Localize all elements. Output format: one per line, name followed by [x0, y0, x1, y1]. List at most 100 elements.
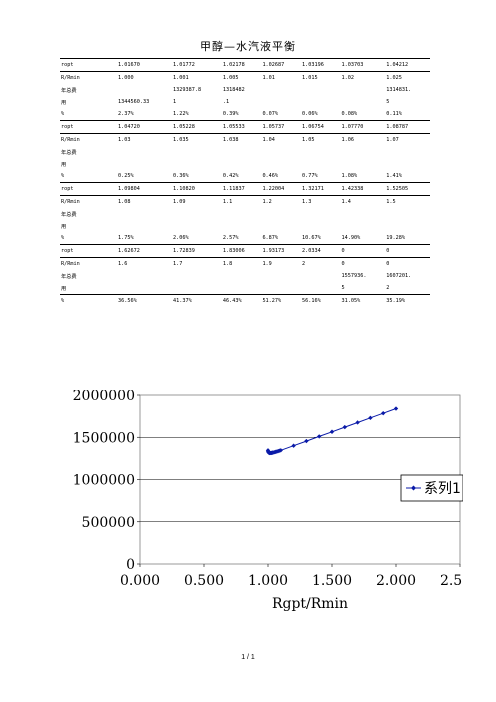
line-chart: 0 500000 1000000 1500000 2000000 0.000 0.500 1.…	[73, 388, 480, 612]
table-cell: 1.000	[117, 71, 173, 84]
table-cell: 1	[173, 99, 177, 105]
table-cell: 5	[386, 99, 390, 105]
y-tick-label: 2000000	[73, 390, 135, 404]
table-row: 用	[60, 158, 430, 170]
table-cell: 1.08%	[341, 173, 358, 179]
table-cell: 0.36%	[173, 173, 189, 179]
table-cell: 36.56%	[117, 294, 173, 307]
table-cell	[222, 208, 262, 220]
table-cell: 2.37%	[118, 111, 134, 117]
x-axis-label: Rgpt/Rmin	[272, 596, 348, 612]
row-label: %	[61, 111, 65, 117]
table-cell: 1.02	[340, 71, 386, 84]
table-cell	[301, 158, 341, 170]
table-cell: 1.02178	[221, 58, 262, 72]
table-cell: 1.08787	[385, 120, 430, 134]
table-cell	[341, 208, 386, 220]
table-cell: 1.62672	[117, 244, 173, 258]
table-cell: 1.8	[221, 257, 262, 270]
data-point	[304, 438, 309, 444]
table-cell	[341, 220, 386, 232]
table-cell: 1.9	[261, 257, 301, 270]
table-cell: 1.09804	[117, 182, 173, 196]
table-cell	[385, 220, 430, 232]
data-point	[342, 424, 347, 430]
table-cell: 1.32171	[300, 182, 341, 196]
table-row: 用 1344560.33 1 .1 5	[60, 96, 430, 108]
table-row: ropt 1.01670 1.01772 1.02178 1.02687 1.03196 1…	[60, 58, 430, 72]
table-cell: 1.05228	[172, 120, 222, 134]
table-cell	[385, 208, 430, 220]
chart-container: 0 500000 1000000 1500000 2000000 0.000 0.500 1.…	[63, 388, 480, 620]
row-label: 用	[61, 99, 67, 106]
table-cell: 0	[340, 257, 386, 270]
row-label: 用	[61, 285, 67, 292]
table-cell: 1.41%	[386, 173, 402, 179]
legend-marker	[411, 485, 416, 491]
data-table: ropt 1.01670 1.01772 1.02178 1.02687 1.03196 1…	[60, 58, 430, 307]
table-row: 年总费	[60, 146, 430, 158]
table-cell	[261, 146, 301, 158]
table-row: 用	[60, 220, 430, 232]
table-cell: 10.67%	[301, 235, 321, 241]
table-row: % 0.25% 0.36% 0.42% 0.46% 0.77% 1.08% 1.41%	[60, 170, 430, 183]
row-label: 年总费	[61, 87, 77, 94]
row-label: %	[61, 235, 65, 241]
table-row: 年总费 1329387.8 1318482 1314831.	[60, 84, 430, 96]
table-cell: 41.37%	[172, 294, 222, 307]
table-cell: 0	[340, 244, 386, 258]
table-cell: 19.28%	[386, 235, 405, 241]
table-cell: 1.035	[172, 133, 222, 146]
table-cell: 14.90%	[341, 235, 361, 241]
table-cell: 0	[385, 257, 430, 270]
table-cell	[117, 208, 172, 220]
x-tick-label: 2.000	[376, 573, 416, 589]
table-cell: 0.11%	[386, 111, 402, 117]
table-cell: 1.09	[172, 195, 222, 208]
table-cell: 1.02687	[261, 58, 301, 72]
table-cell: 1.01	[261, 71, 301, 84]
table-cell	[301, 270, 341, 282]
table-cell: 0	[385, 244, 430, 258]
table-cell: 1.5	[385, 195, 430, 208]
table-cell: 2	[300, 257, 341, 270]
table-cell: 1.83006	[221, 244, 262, 258]
table-row: 用 5 2	[60, 282, 430, 295]
table-cell: 1.03196	[300, 58, 341, 72]
data-point	[355, 420, 360, 425]
table-cell	[222, 220, 262, 232]
table-cell: 1.06	[340, 133, 386, 146]
table-cell: .1	[222, 99, 230, 105]
table-cell: 56.16%	[300, 294, 341, 307]
data-point	[368, 415, 373, 421]
row-label: 年总费	[61, 149, 77, 156]
data-point	[329, 429, 335, 434]
row-label: R/Rmin	[60, 195, 117, 208]
table-cell: 1318482	[222, 87, 245, 93]
table-cell: 1.10820	[172, 182, 222, 196]
table-cell: 1314831.	[386, 87, 412, 93]
table-cell: 1.03	[117, 133, 173, 146]
table-row: ropt 1.09804 1.10820 1.11837 1.22004 1.32171 1…	[60, 182, 430, 196]
data-point	[291, 443, 296, 448]
table-cell: 1.04	[261, 133, 301, 146]
table-cell	[222, 158, 262, 170]
y-tick-label: 1000000	[73, 473, 135, 489]
table-cell: 1.3	[300, 195, 341, 208]
table-cell	[301, 282, 341, 295]
table-row: 年总费	[60, 208, 430, 220]
table-cell: 1.52505	[385, 182, 430, 196]
row-label: ropt	[60, 120, 117, 134]
row-label: ropt	[60, 58, 117, 72]
table-cell: 31.05%	[340, 294, 386, 307]
table-cell: 1.22004	[261, 182, 301, 196]
page-title: 甲醇—水汽液平衡	[200, 40, 296, 53]
table-cell	[117, 270, 172, 282]
table-cell: 1.07	[385, 133, 430, 146]
table-cell	[301, 220, 341, 232]
table-cell	[172, 270, 222, 282]
table-cell: 2.57%	[222, 235, 239, 241]
row-label: %	[60, 294, 117, 307]
table-cell: 0.25%	[118, 173, 134, 179]
table-cell	[301, 96, 341, 108]
